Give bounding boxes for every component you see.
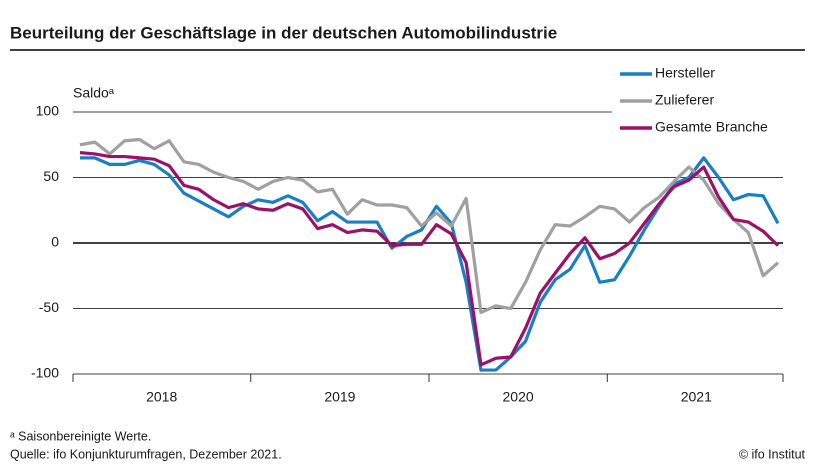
credit: © ifo Institut — [739, 447, 806, 461]
y-tick-label: 0 — [51, 234, 59, 250]
legend-label: Hersteller — [655, 65, 715, 81]
x-tick-label: 2020 — [503, 389, 534, 405]
chart-title: Beurteilung der Geschäftslage in der deu… — [10, 23, 557, 42]
source: Quelle: ifo Konjunkturumfragen, Dezember… — [10, 447, 282, 461]
x-tick-label: 2019 — [324, 389, 355, 405]
y-tick-label: 50 — [43, 168, 59, 184]
footnote: ᵃ Saisonbereinigte Werte. — [10, 429, 151, 443]
series-line — [79, 151, 780, 367]
legend-label: Zulieferer — [655, 92, 714, 108]
legend-label: Gesamte Branche — [655, 119, 768, 135]
series-line — [79, 137, 780, 315]
y-tick-label: -100 — [31, 365, 59, 381]
x-tick-label: 2021 — [681, 389, 712, 405]
y-tick-label: -50 — [39, 299, 59, 315]
y-tick-label: 100 — [36, 103, 60, 119]
y-axis-label: Saldoᵃ — [73, 85, 115, 101]
x-tick-label: 2018 — [146, 389, 177, 405]
